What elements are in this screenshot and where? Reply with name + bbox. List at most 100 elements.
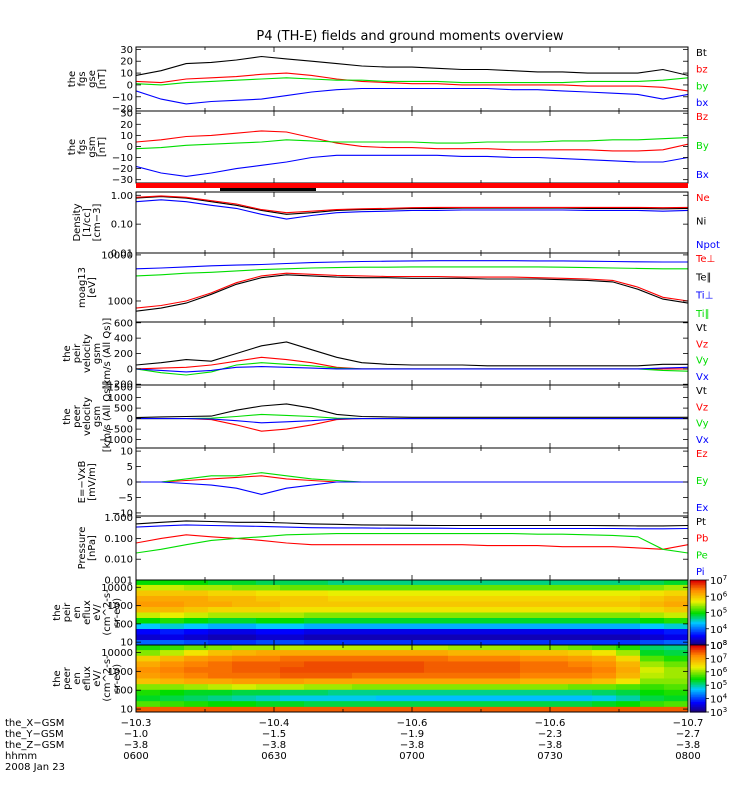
heatmap-cell — [256, 689, 281, 696]
y-tick-label: 600 — [114, 318, 133, 329]
legend-peir_velocity: Vt Vz Vy Vx — [696, 323, 709, 383]
heatmap-cell — [232, 611, 257, 618]
heatmap-cell — [664, 633, 688, 641]
heatmap-cell — [496, 660, 521, 668]
y-label-line: [mV/m] — [87, 463, 98, 501]
heatmap-cell — [352, 655, 377, 662]
heatmap-cell — [640, 633, 665, 641]
heatmap-cell — [448, 628, 473, 635]
heatmap-cell — [544, 694, 569, 702]
heatmap-cell — [232, 645, 257, 651]
heatmap-cell — [424, 639, 449, 645]
colorbar-cell — [690, 658, 706, 661]
heatmap-cell — [136, 655, 161, 662]
heatmap-cell — [568, 645, 593, 651]
series-line-blue — [136, 366, 688, 373]
heatmap-cell — [640, 584, 665, 591]
series-line-green — [136, 266, 688, 277]
y-label-line: [cm−3] — [92, 204, 103, 242]
heatmap-cell — [136, 645, 161, 651]
heatmap-cell — [616, 677, 641, 685]
heatmap-cell — [184, 580, 209, 585]
legend-entry: Ez — [696, 449, 708, 460]
heatmap-cell — [184, 677, 209, 685]
heatmap-cell — [568, 700, 593, 707]
heatmap-cell — [160, 580, 185, 585]
heatmap-cell — [640, 677, 665, 685]
heatmap-cell — [424, 584, 449, 591]
heatmap-cell — [160, 700, 185, 707]
series-line-green — [136, 413, 688, 420]
y-tick-label: −1000 — [99, 435, 133, 446]
heatmap-cell — [568, 595, 593, 602]
heatmap-cell — [424, 600, 449, 607]
y-label-line: peir — [62, 602, 73, 622]
heatmap-cell — [352, 706, 377, 712]
heatmap-cell — [664, 706, 688, 712]
heatmap-cell — [304, 617, 329, 624]
heatmap-cell — [544, 666, 569, 673]
heatmap-cell — [232, 606, 257, 613]
legend-entry: Ni — [696, 217, 706, 228]
colorbar-cell — [690, 599, 706, 602]
legend-entry: Ex — [696, 503, 708, 514]
heatmap-cell — [568, 689, 593, 696]
heatmap-cell — [520, 649, 545, 656]
y-tick-label: −20 — [112, 164, 133, 175]
heatmap-cell — [568, 622, 593, 629]
y-tick-label: 1000 — [108, 297, 133, 308]
colorbar-label: 106 — [710, 666, 728, 679]
y-label-line: [km/s (All Qs)] — [102, 318, 113, 390]
heatmap-cell — [208, 584, 233, 591]
heatmap-cell — [424, 677, 449, 685]
heatmap-cell — [280, 580, 305, 585]
heatmap-cell — [592, 689, 617, 696]
heatmap-cell — [424, 595, 449, 602]
heatmap-cell — [304, 595, 329, 602]
heatmap-cell — [256, 633, 281, 641]
heatmap-cell — [136, 580, 161, 585]
heatmap-cell — [448, 600, 473, 607]
heatmap-cell — [208, 666, 233, 673]
heatmap-cell — [448, 633, 473, 641]
heatmap-cell — [592, 633, 617, 641]
heatmap-cell — [520, 600, 545, 607]
heatmap-cell — [472, 655, 497, 662]
colorbar-cell — [690, 636, 706, 640]
orbit-value: −3.8 — [538, 740, 562, 751]
heatmap-cell — [568, 694, 593, 702]
heatmap-cell — [664, 600, 688, 607]
heatmap-cell — [328, 580, 353, 585]
colorbar-cell — [690, 696, 706, 700]
heatmap-cell — [592, 606, 617, 613]
heatmap-cell — [232, 700, 257, 707]
y-label-line: [nT] — [97, 137, 108, 157]
heatmap-cell — [448, 666, 473, 673]
heatmap-cell — [400, 689, 425, 696]
colorbar-cell — [690, 614, 706, 617]
y-axis-label-temperature: moag13 [eV] — [77, 267, 98, 308]
heatmap-cell — [664, 617, 688, 624]
heatmap-cell — [352, 683, 377, 690]
colorbar-cell — [690, 650, 706, 653]
colorbar-cell — [690, 615, 706, 618]
heatmap-cell — [160, 677, 185, 685]
heatmap-cell — [136, 600, 161, 607]
heatmap-cell — [184, 600, 209, 607]
heatmap-cell — [184, 689, 209, 696]
heatmap-cell — [232, 672, 257, 679]
heatmap-cell — [640, 595, 665, 602]
y-tick-label: 0 — [127, 364, 133, 375]
heatmap-cell — [400, 628, 425, 635]
heatmap-cell — [136, 628, 161, 635]
heatmap-cell — [496, 584, 521, 591]
heatmap-cell — [472, 606, 497, 613]
heatmap-cell — [232, 683, 257, 690]
heatmap-cell — [160, 649, 185, 656]
y-tick-label: −200 — [106, 380, 133, 391]
heatmap-cell — [136, 595, 161, 602]
heatmap-cell — [640, 580, 665, 585]
orbit-value: −10.6 — [535, 718, 566, 729]
heatmap-cell — [568, 580, 593, 585]
